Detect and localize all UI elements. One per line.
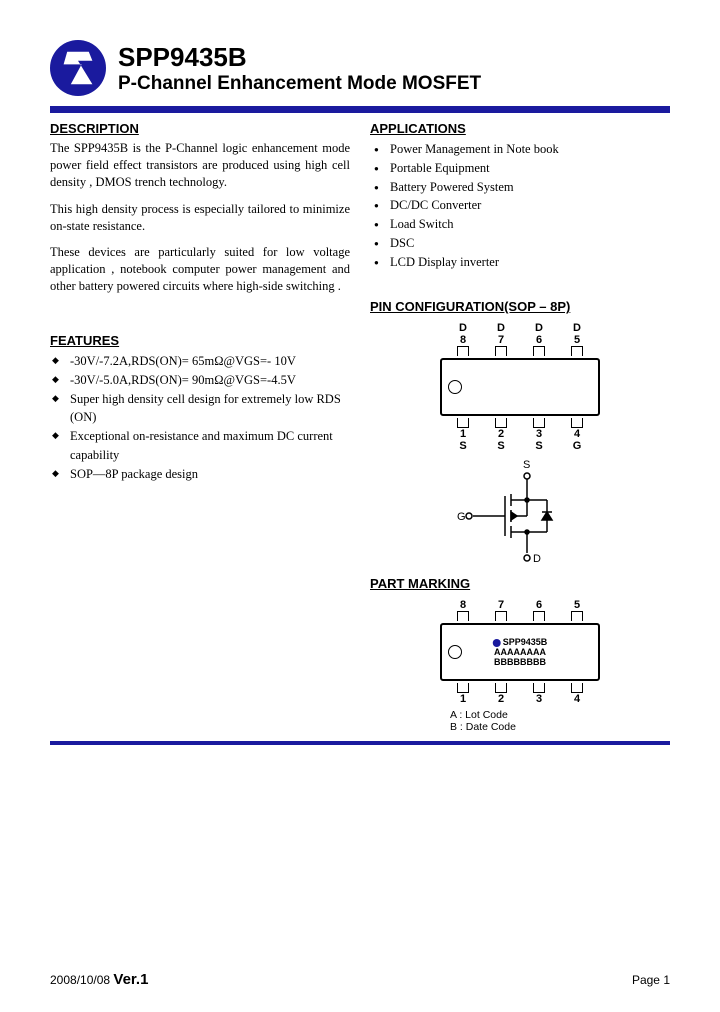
app-item: Load Switch <box>370 215 670 234</box>
chip-pins-bot <box>430 418 610 428</box>
app-item: DSC <box>370 234 670 253</box>
part-number: SPP9435B <box>118 42 670 73</box>
pin-top-labels: D D D D <box>430 322 610 334</box>
partmarking-diagram: 8 7 6 5 SPP9435B AAAAAAAA BBBBBBBB 1 2 3… <box>430 599 610 705</box>
svg-text:G: G <box>457 511 466 523</box>
partmarking-title: PART MARKING <box>370 576 670 591</box>
pin-top-nums: 8 7 6 5 <box>430 334 610 346</box>
footer-date: 2008/10/08 <box>50 973 110 987</box>
app-item: Portable Equipment <box>370 159 670 178</box>
app-item: Battery Powered System <box>370 178 670 197</box>
feature-item: -30V/-5.0A,RDS(ON)= 90mΩ@VGS=-4.5V <box>50 371 350 390</box>
footer-left: 2008/10/08 Ver.1 <box>50 971 148 988</box>
title-block: SPP9435B P-Channel Enhancement Mode MOSF… <box>118 42 670 95</box>
features-list: -30V/-7.2A,RDS(ON)= 65mΩ@VGS=- 10V -30V/… <box>50 352 350 483</box>
features-title: FEATURES <box>50 333 350 348</box>
document-subtitle: P-Channel Enhancement Mode MOSFET <box>118 73 670 95</box>
description-p3: These devices are particularly suited fo… <box>50 244 350 295</box>
page-footer: 2008/10/08 Ver.1 Page 1 <box>50 971 670 988</box>
feature-item: SOP—8P package design <box>50 465 350 484</box>
app-item: DC/DC Converter <box>370 196 670 215</box>
feature-item: Exceptional on-resistance and maximum DC… <box>50 427 350 465</box>
footer-page: Page 1 <box>632 973 670 987</box>
description-p1: The SPP9435B is the P-Channel logic enha… <box>50 140 350 191</box>
app-item: LCD Display inverter <box>370 253 670 272</box>
pm-bot-nums: 1 2 3 4 <box>430 693 610 705</box>
description-title: DESCRIPTION <box>50 121 350 136</box>
pin-bot-nums: 1 2 3 4 <box>430 428 610 440</box>
marking-legend: A : Lot Code B : Date Code <box>450 709 670 733</box>
chip-body <box>440 358 600 416</box>
left-column: DESCRIPTION The SPP9435B is the P-Channe… <box>50 121 350 733</box>
description-p2: This high density process is especially … <box>50 201 350 235</box>
svg-text:D: D <box>533 553 541 565</box>
pinconfig-title: PIN CONFIGURATION(SOP – 8P) <box>370 299 670 314</box>
applications-list: Power Management in Note book Portable E… <box>370 140 670 271</box>
brand-logo-icon <box>50 40 106 96</box>
right-column: APPLICATIONS Power Management in Note bo… <box>370 121 670 733</box>
chip-marking-text: SPP9435B AAAAAAAA BBBBBBBB <box>493 637 548 667</box>
chip-pins-top <box>430 346 610 356</box>
divider-bottom <box>50 741 670 745</box>
applications-title: APPLICATIONS <box>370 121 670 136</box>
main-columns: DESCRIPTION The SPP9435B is the P-Channe… <box>50 121 670 733</box>
footer-version: Ver.1 <box>113 971 148 988</box>
pm-chip-body: SPP9435B AAAAAAAA BBBBBBBB <box>440 623 600 681</box>
document-header: SPP9435B P-Channel Enhancement Mode MOSF… <box>50 40 670 96</box>
pm-top-nums: 8 7 6 5 <box>430 599 610 611</box>
divider-top <box>50 106 670 113</box>
mosfet-schematic-icon: S D <box>455 458 585 568</box>
feature-item: -30V/-7.2A,RDS(ON)= 65mΩ@VGS=- 10V <box>50 352 350 371</box>
svg-text:S: S <box>523 459 530 471</box>
app-item: Power Management in Note book <box>370 140 670 159</box>
pinout-diagram: D D D D 8 7 6 5 1 2 3 4 <box>430 322 610 452</box>
pin-bot-labels: S S S G <box>430 440 610 452</box>
feature-item: Super high density cell design for extre… <box>50 390 350 428</box>
